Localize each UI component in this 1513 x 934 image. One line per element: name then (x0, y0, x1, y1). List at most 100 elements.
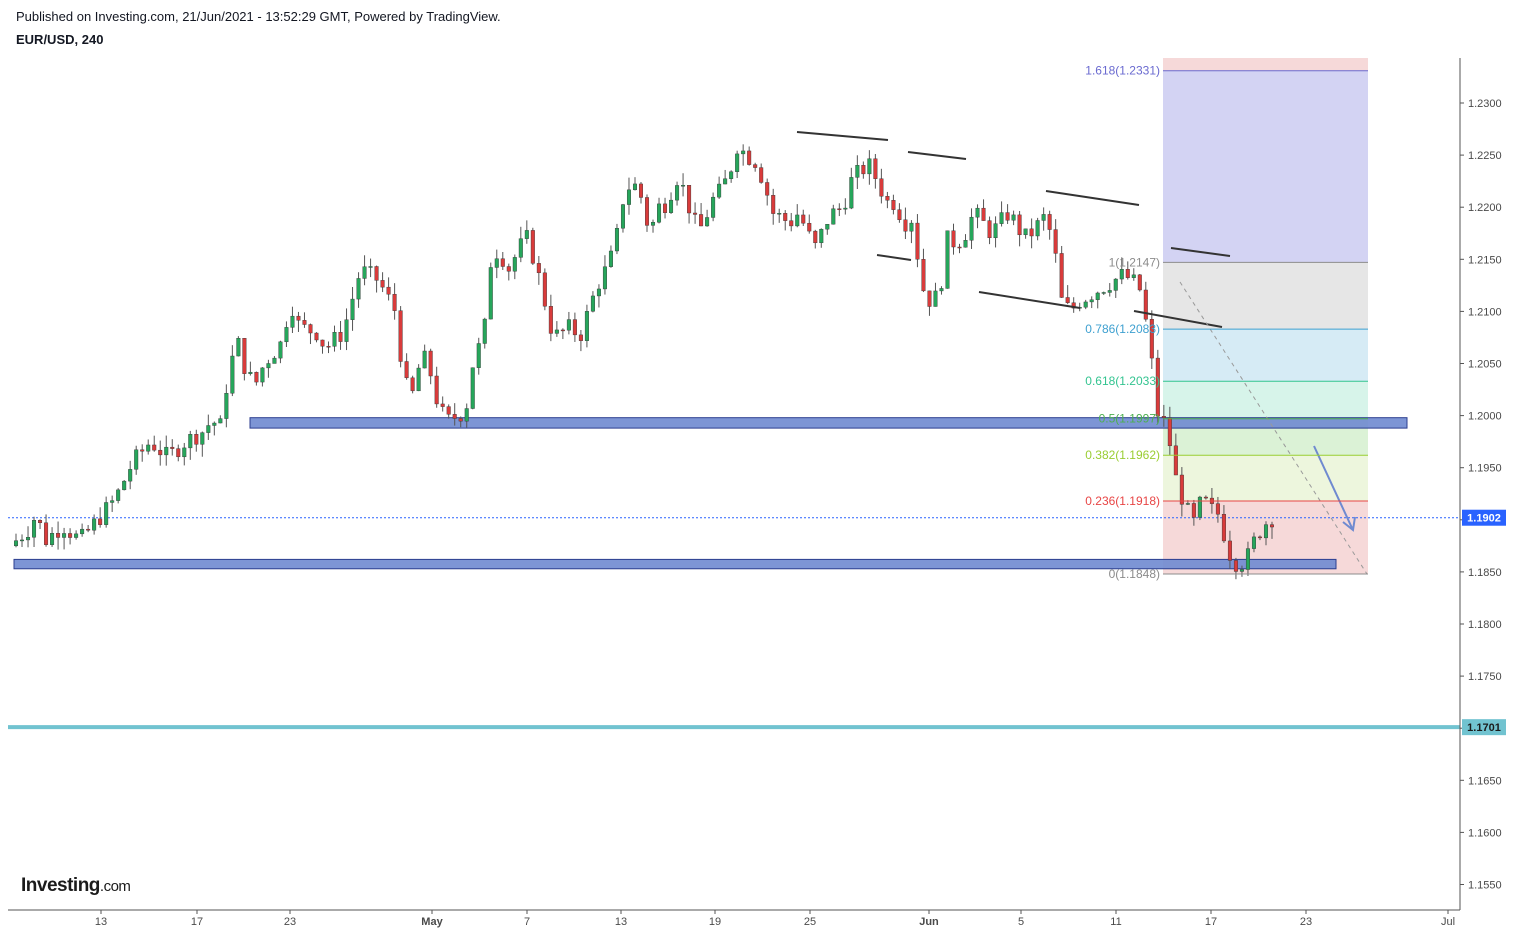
candle-body[interactable] (783, 213, 788, 221)
candle-body[interactable] (1221, 514, 1226, 542)
candle-body[interactable] (711, 196, 716, 218)
candle-body[interactable] (290, 315, 295, 328)
candle-body[interactable] (122, 480, 127, 491)
candle-body[interactable] (1017, 214, 1022, 236)
candle-body[interactable] (903, 219, 908, 232)
candle-body[interactable] (1239, 569, 1244, 572)
candle-body[interactable] (512, 257, 517, 272)
candle-body[interactable] (1149, 319, 1154, 359)
candle-body[interactable] (969, 216, 974, 241)
candle-body[interactable] (777, 213, 782, 215)
candle-body[interactable] (975, 207, 980, 218)
candle-body[interactable] (218, 418, 223, 424)
candle-body[interactable] (663, 203, 668, 213)
candle-body[interactable] (1191, 503, 1196, 518)
candle-body[interactable] (404, 361, 409, 379)
candle-body[interactable] (963, 240, 968, 248)
candle-body[interactable] (1023, 228, 1028, 236)
candle-body[interactable] (236, 338, 241, 357)
candle-body[interactable] (38, 520, 43, 524)
candle-body[interactable] (873, 158, 878, 179)
candle-body[interactable] (464, 408, 469, 422)
candle-body[interactable] (819, 228, 824, 244)
trendline[interactable] (796, 131, 889, 141)
candle-body[interactable] (332, 332, 337, 347)
candle-body[interactable] (1251, 536, 1256, 549)
candle-body[interactable] (350, 298, 355, 320)
candle-body[interactable] (909, 222, 914, 232)
candle-body[interactable] (693, 212, 698, 215)
candle-body[interactable] (729, 171, 734, 179)
candle-body[interactable] (861, 165, 866, 175)
candle-body[interactable] (681, 185, 686, 187)
candle-body[interactable] (254, 371, 259, 383)
candle-body[interactable] (278, 341, 283, 359)
candle-body[interactable] (452, 414, 457, 419)
candle-body[interactable] (1197, 496, 1202, 518)
candle-body[interactable] (308, 324, 313, 334)
candle-body[interactable] (1113, 278, 1118, 291)
candle-body[interactable] (945, 230, 950, 289)
candle-body[interactable] (675, 185, 680, 201)
candle-body[interactable] (1101, 292, 1106, 294)
candle-body[interactable] (1269, 524, 1274, 528)
candle-body[interactable] (789, 220, 794, 227)
candle-body[interactable] (1035, 220, 1040, 237)
candle-body[interactable] (1119, 269, 1124, 280)
candle-body[interactable] (747, 150, 752, 165)
candle-body[interactable] (849, 177, 854, 209)
candle-body[interactable] (326, 345, 331, 348)
candle-body[interactable] (92, 518, 97, 531)
candle-body[interactable] (488, 267, 493, 320)
candle-body[interactable] (1053, 229, 1058, 254)
candle-body[interactable] (566, 319, 571, 331)
trendline[interactable] (876, 254, 912, 261)
candle-body[interactable] (632, 183, 637, 191)
candle-body[interactable] (110, 500, 115, 503)
candle-body[interactable] (86, 528, 91, 531)
candle-body[interactable] (578, 334, 583, 341)
candle-body[interactable] (765, 182, 770, 196)
candle-body[interactable] (759, 167, 764, 183)
candle-body[interactable] (1203, 496, 1208, 499)
candle-body[interactable] (1167, 417, 1172, 447)
candle-body[interactable] (699, 214, 704, 227)
candle-body[interactable] (32, 520, 37, 538)
candle-body[interactable] (176, 448, 181, 458)
candle-body[interactable] (993, 223, 998, 239)
candle-body[interactable] (885, 196, 890, 201)
candle-body[interactable] (1059, 253, 1064, 298)
candle-body[interactable] (1131, 274, 1136, 278)
candle-body[interactable] (344, 319, 349, 342)
candle-body[interactable] (572, 319, 577, 336)
candle-body[interactable] (813, 230, 818, 244)
candle-body[interactable] (68, 533, 73, 538)
candle-body[interactable] (1107, 290, 1112, 293)
candle-body[interactable] (1245, 548, 1250, 570)
candle-body[interactable] (158, 449, 163, 456)
candle-body[interactable] (224, 393, 229, 419)
candle-body[interactable] (62, 533, 67, 538)
candle-body[interactable] (1173, 445, 1178, 476)
candle-body[interactable] (194, 434, 199, 445)
candle-body[interactable] (957, 246, 962, 249)
candle-body[interactable] (608, 250, 613, 267)
candle-body[interactable] (1047, 214, 1052, 230)
candle-body[interactable] (1155, 357, 1160, 417)
candle-body[interactable] (560, 329, 565, 332)
candle-body[interactable] (542, 272, 547, 307)
candle-body[interactable] (999, 212, 1004, 224)
candle-body[interactable] (596, 288, 601, 297)
candle-body[interactable] (152, 444, 157, 451)
candle-body[interactable] (620, 204, 625, 229)
candle-body[interactable] (602, 266, 607, 290)
candle-body[interactable] (855, 165, 860, 178)
candle-body[interactable] (801, 214, 806, 224)
candle-body[interactable] (1233, 560, 1238, 572)
candle-body[interactable] (1029, 228, 1034, 237)
candle-body[interactable] (645, 197, 650, 226)
arrow-line[interactable] (1313, 445, 1353, 529)
candle-body[interactable] (1089, 299, 1094, 303)
projection-line[interactable] (1179, 281, 1368, 575)
